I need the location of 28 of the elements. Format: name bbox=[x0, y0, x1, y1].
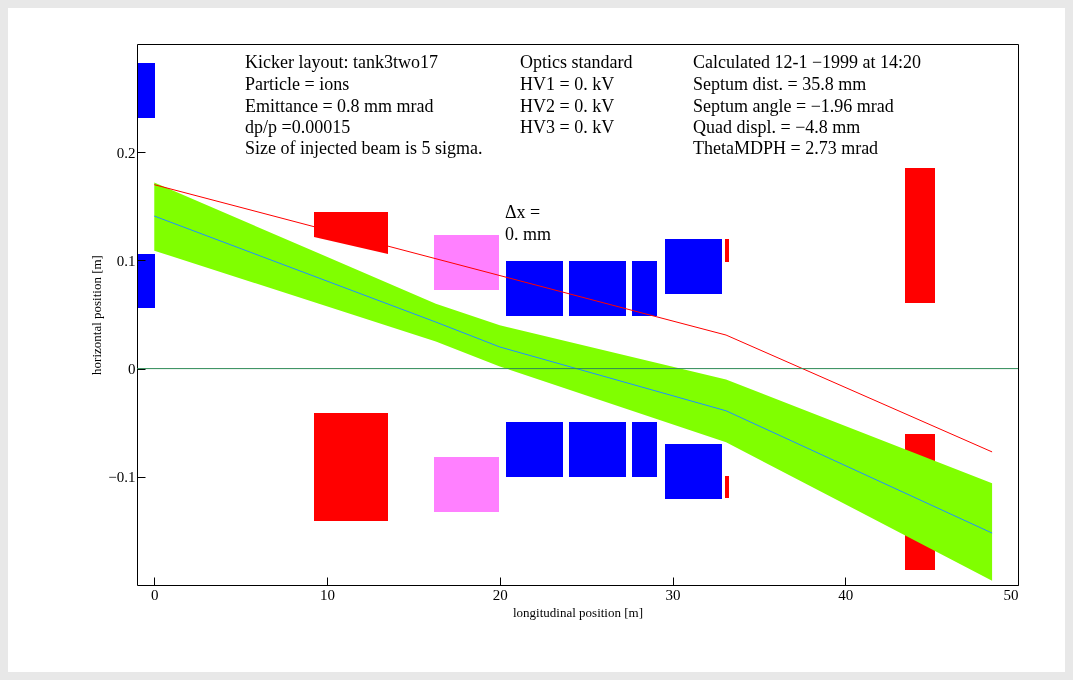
y-tick-label: 0 bbox=[128, 361, 136, 378]
annotation: dp/p =0.00015 bbox=[245, 117, 351, 137]
x-tick-label: 40 bbox=[838, 586, 854, 603]
annotation: Kicker layout: tank3two17 bbox=[245, 52, 438, 72]
x-tick-label: 0 bbox=[151, 586, 159, 603]
annotation: Emittance = 0.8 mm mrad bbox=[245, 96, 434, 116]
annotation: Quad displ. = −4.8 mm bbox=[693, 117, 861, 137]
annotation: Septum dist. = 35.8 mm bbox=[693, 74, 867, 94]
annotation: HV3 = 0. kV bbox=[520, 117, 615, 137]
annotation: ThetaMDPH = 2.73 mrad bbox=[693, 138, 879, 158]
y-tick-label: 0.2 bbox=[116, 144, 136, 161]
annotation: 0. mm bbox=[505, 224, 552, 244]
annotation: Septum angle = −1.96 mrad bbox=[693, 96, 894, 116]
y-tick-label: −0.1 bbox=[108, 469, 136, 486]
annotation: Optics standard bbox=[520, 52, 633, 72]
annotation: Size of injected beam is 5 sigma. bbox=[245, 138, 483, 158]
annotation: Calculated 12-1 −1999 at 14:20 bbox=[693, 52, 922, 72]
annotation: Particle = ions bbox=[245, 74, 350, 94]
y-axis-title: horizontal position [m] bbox=[89, 255, 105, 375]
x-tick-label: 10 bbox=[320, 586, 336, 603]
annotation: HV1 = 0. kV bbox=[520, 74, 615, 94]
y-tick-label: 0.1 bbox=[116, 252, 136, 269]
annotation: Δx = bbox=[505, 202, 541, 222]
x-tick-label: 30 bbox=[665, 586, 681, 603]
annotation: HV2 = 0. kV bbox=[520, 96, 615, 116]
x-axis-title: longitudinal position [m] bbox=[513, 604, 643, 620]
x-tick-label: 50 bbox=[1003, 586, 1019, 603]
x-tick-label: 20 bbox=[492, 586, 508, 603]
